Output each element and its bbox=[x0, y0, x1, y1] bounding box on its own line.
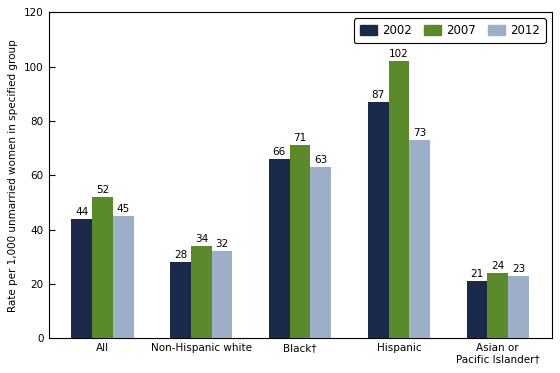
Bar bbox=[191, 246, 212, 338]
Text: 102: 102 bbox=[389, 49, 409, 59]
Bar bbox=[508, 276, 529, 338]
Bar bbox=[409, 140, 430, 338]
Y-axis label: Rate per 1,000 unmarried women in specified group: Rate per 1,000 unmarried women in specif… bbox=[8, 39, 18, 312]
Text: 52: 52 bbox=[96, 185, 109, 195]
Text: 34: 34 bbox=[195, 234, 208, 244]
Text: 44: 44 bbox=[75, 207, 88, 217]
Text: 63: 63 bbox=[314, 155, 328, 165]
Text: 66: 66 bbox=[273, 147, 286, 157]
Bar bbox=[466, 281, 487, 338]
Text: 21: 21 bbox=[470, 269, 483, 279]
Bar bbox=[487, 273, 508, 338]
Bar bbox=[71, 219, 92, 338]
Bar bbox=[368, 102, 389, 338]
Bar bbox=[290, 145, 310, 338]
Text: 24: 24 bbox=[491, 261, 505, 271]
Legend: 2002, 2007, 2012: 2002, 2007, 2012 bbox=[354, 18, 546, 43]
Text: 45: 45 bbox=[116, 204, 130, 214]
Text: 73: 73 bbox=[413, 128, 426, 138]
Bar bbox=[269, 159, 290, 338]
Text: 32: 32 bbox=[216, 239, 228, 249]
Text: 87: 87 bbox=[371, 90, 385, 100]
Bar bbox=[170, 262, 191, 338]
Bar bbox=[113, 216, 134, 338]
Text: 71: 71 bbox=[293, 133, 307, 143]
Bar bbox=[310, 167, 331, 338]
Bar bbox=[389, 61, 409, 338]
Text: 23: 23 bbox=[512, 264, 525, 273]
Bar bbox=[92, 197, 113, 338]
Bar bbox=[212, 251, 232, 338]
Text: 28: 28 bbox=[174, 250, 187, 260]
